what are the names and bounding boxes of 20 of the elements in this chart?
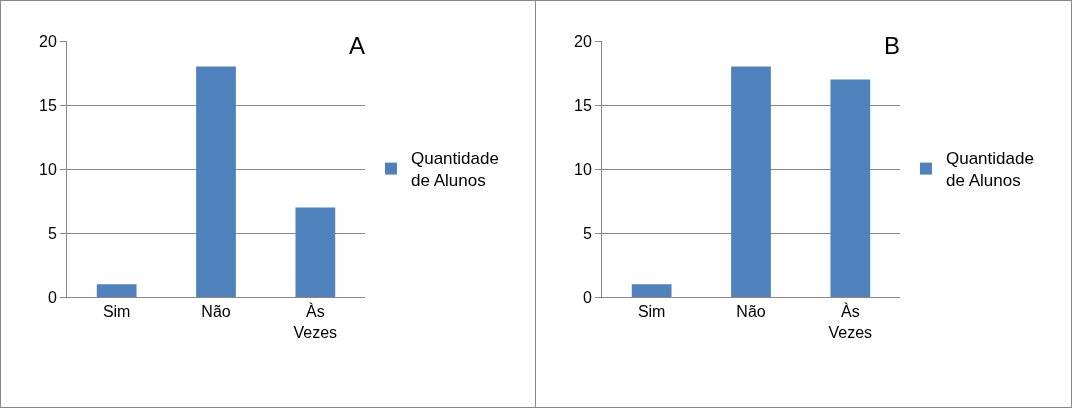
y-tick-label: 5 bbox=[582, 224, 592, 242]
y-tick-label: 10 bbox=[574, 160, 592, 178]
y-tick-label: 15 bbox=[39, 96, 57, 114]
chart-title: B bbox=[883, 32, 900, 60]
x-tick-label: Não bbox=[201, 303, 231, 321]
legend-label: Quantidade de Alunos bbox=[945, 149, 1034, 191]
y-tick-label: 10 bbox=[39, 160, 57, 178]
y-tick-label: 20 bbox=[574, 32, 592, 50]
legend-label: Quantidade de Alunos bbox=[410, 149, 499, 191]
y-tick-label: 5 bbox=[47, 224, 57, 242]
x-tick-label: Sim bbox=[637, 303, 666, 321]
y-tick-label: 15 bbox=[574, 96, 592, 114]
x-tick-label: Não bbox=[736, 303, 766, 321]
y-tick-label: 0 bbox=[47, 288, 57, 306]
x-tick-label: Às Vezes bbox=[293, 302, 338, 341]
y-tick-label: 0 bbox=[582, 288, 592, 306]
chart-title: A bbox=[348, 32, 365, 60]
x-tick-label: Sim bbox=[102, 303, 131, 321]
x-tick-label: Às Vezes bbox=[828, 302, 873, 341]
y-tick-label: 20 bbox=[39, 32, 57, 50]
